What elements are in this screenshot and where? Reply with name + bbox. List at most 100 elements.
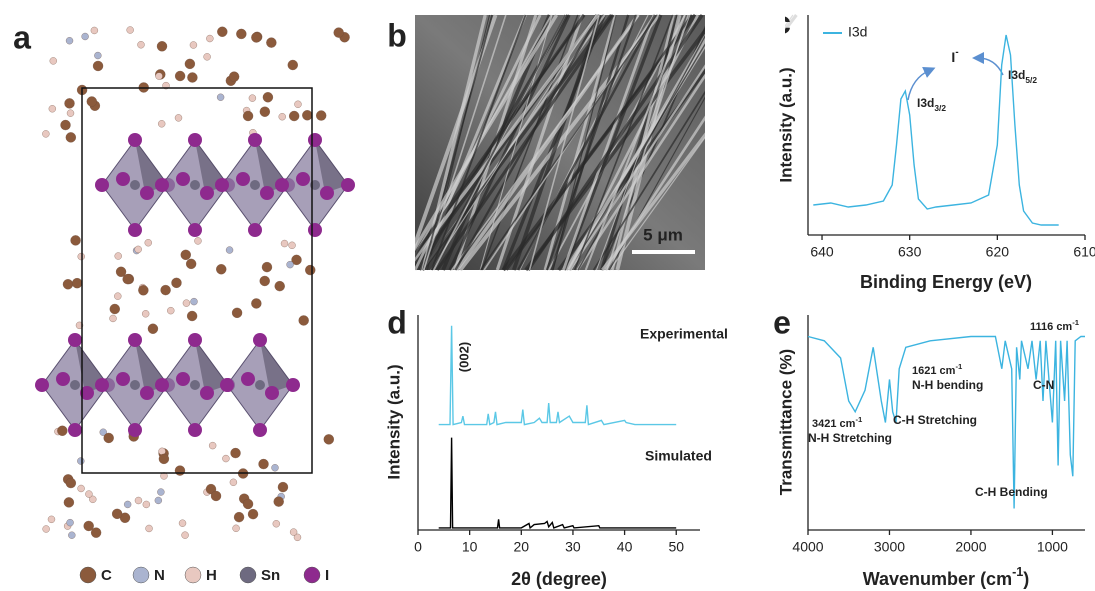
atom xyxy=(187,72,197,82)
atom xyxy=(188,223,202,237)
annotation: (002) xyxy=(456,342,471,372)
annotation-sup: -1 xyxy=(855,415,863,424)
legend-swatch xyxy=(304,567,320,583)
atom xyxy=(127,27,134,34)
atom xyxy=(286,378,300,392)
atom xyxy=(77,458,84,465)
atom xyxy=(175,466,185,476)
x-tick-label: 2000 xyxy=(955,539,986,555)
series-label: Simulated xyxy=(645,448,712,464)
atom xyxy=(262,262,272,272)
atom xyxy=(200,186,214,200)
atom xyxy=(175,71,185,81)
atom xyxy=(324,434,334,444)
atom xyxy=(265,386,279,400)
atom xyxy=(104,433,114,443)
atom xyxy=(72,278,82,288)
atom xyxy=(320,186,334,200)
atom xyxy=(67,519,74,526)
atom xyxy=(157,489,164,496)
atom xyxy=(145,239,152,246)
annotation-main: I3d xyxy=(917,96,934,110)
atom xyxy=(128,423,142,437)
atom xyxy=(233,525,240,532)
atom xyxy=(217,94,224,101)
atom xyxy=(190,180,200,190)
panel-label: b xyxy=(387,17,407,53)
atom xyxy=(273,520,280,527)
legend-swatch xyxy=(80,567,96,583)
atom xyxy=(253,423,267,437)
atom xyxy=(266,38,276,48)
atom xyxy=(194,237,201,244)
atom xyxy=(91,27,98,34)
atom xyxy=(42,130,49,137)
atom xyxy=(251,298,261,308)
atom xyxy=(68,532,75,539)
annotation: I3d3/2 xyxy=(917,96,946,113)
atom xyxy=(241,372,255,386)
atom xyxy=(123,274,133,284)
atom xyxy=(140,386,154,400)
atom xyxy=(155,378,169,392)
annotation-main: 1621 cm xyxy=(912,365,956,377)
legend-label: N xyxy=(154,567,165,584)
annotation: C-H Stretching xyxy=(893,413,977,427)
atom xyxy=(159,454,169,464)
atom xyxy=(263,92,273,102)
scale-bar-label: 5 μm xyxy=(643,225,683,244)
atom xyxy=(190,41,197,48)
figure: abcdeCNHSnIb5 μm640630620610Binding Ener… xyxy=(0,0,1095,591)
annotation: C-N xyxy=(1033,378,1054,392)
atom xyxy=(289,242,296,249)
atom xyxy=(157,41,167,51)
atom xyxy=(204,53,211,60)
atom xyxy=(78,253,85,260)
atom xyxy=(65,98,75,108)
atom xyxy=(110,304,120,314)
series-label: I3d xyxy=(848,24,867,40)
atom xyxy=(114,293,121,300)
atom xyxy=(185,59,195,69)
atom xyxy=(143,501,150,508)
atom xyxy=(275,178,289,192)
atom xyxy=(142,310,149,317)
legend-swatch xyxy=(240,567,256,583)
sem-mask xyxy=(705,10,785,275)
annotation-sup: -1 xyxy=(1072,318,1080,327)
atom xyxy=(87,97,97,107)
x-tick-label: 40 xyxy=(617,539,633,555)
atom xyxy=(171,278,181,288)
atom xyxy=(308,223,322,237)
atom xyxy=(236,29,246,39)
atom xyxy=(176,372,190,386)
atom xyxy=(232,308,242,318)
atom xyxy=(140,186,154,200)
atom xyxy=(220,378,234,392)
atom xyxy=(94,52,101,59)
x-axis-label-main: Wavenumber (cm xyxy=(863,569,1012,589)
x-tick-label: 50 xyxy=(668,539,684,555)
crystal-structure xyxy=(35,27,355,541)
atom xyxy=(259,459,269,469)
atom xyxy=(146,525,153,532)
atom xyxy=(279,113,286,120)
x-axis-label: 2θ (degree) xyxy=(511,569,607,589)
x-axis-label: Wavenumber (cm-1) xyxy=(863,565,1030,588)
atom xyxy=(255,380,265,390)
atom xyxy=(243,499,253,509)
atom xyxy=(181,250,191,260)
atom xyxy=(112,509,122,519)
atom xyxy=(308,133,322,147)
atom xyxy=(155,178,169,192)
atom xyxy=(61,120,71,130)
legend-label: Sn xyxy=(261,567,280,584)
x-tick-label: 30 xyxy=(565,539,581,555)
series-label: Experimental xyxy=(640,326,728,342)
atom xyxy=(66,478,76,488)
atom xyxy=(281,240,288,247)
annotation: N-H bending xyxy=(912,378,983,392)
atom xyxy=(231,448,241,458)
atom xyxy=(179,520,186,527)
atom xyxy=(215,178,229,192)
